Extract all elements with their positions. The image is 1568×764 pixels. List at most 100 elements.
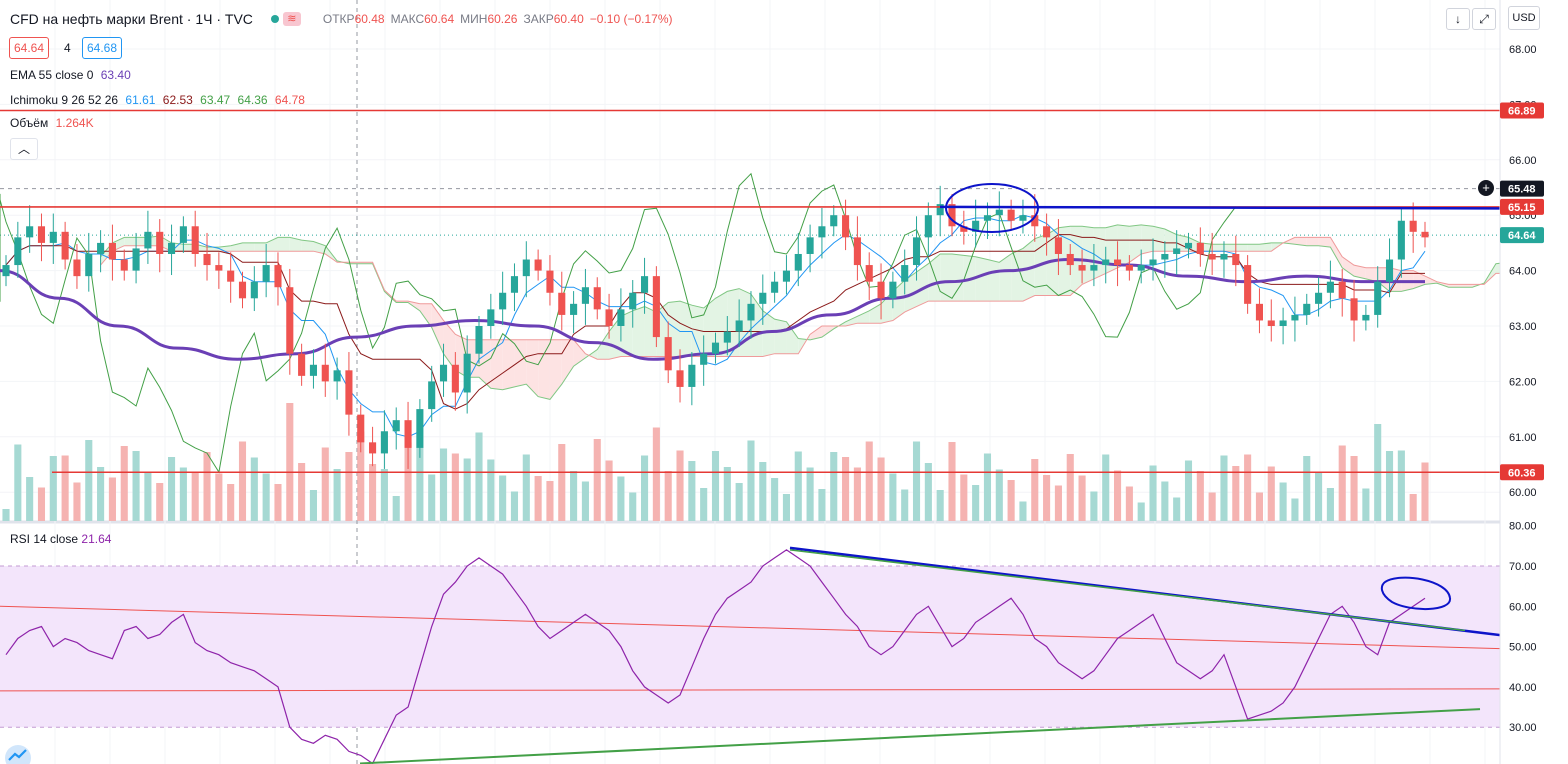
cloud-segment: [821, 326, 834, 338]
candle-body: [912, 237, 921, 266]
candle-body: [298, 353, 306, 376]
cloud-segment: [514, 339, 527, 387]
volume-bar: [1385, 451, 1394, 521]
volume-bar: [771, 478, 779, 521]
cloud-segment: [975, 256, 988, 302]
volume-bar: [392, 496, 400, 521]
candle-body: [1409, 220, 1417, 232]
cloud-segment: [1342, 256, 1355, 277]
collapse-legend-button[interactable]: ︿: [10, 138, 38, 160]
volume-bar: [1125, 486, 1133, 521]
volume-bar: [262, 473, 270, 521]
candle-body: [924, 215, 932, 238]
scroll-down-button[interactable]: ↓: [1446, 8, 1470, 30]
cloud-segment: [1472, 283, 1485, 288]
volume-bar: [132, 451, 140, 521]
bid-price[interactable]: 64.64: [9, 37, 50, 59]
candle-body: [191, 226, 199, 254]
volume-bar: [617, 476, 625, 521]
candle-body: [664, 337, 672, 371]
candle-body: [499, 292, 507, 310]
price-label-text: 66.89: [1508, 105, 1536, 117]
cloud-segment: [774, 319, 787, 354]
volume-bar: [26, 477, 34, 521]
volume-bar: [1184, 460, 1193, 521]
price-axis[interactable]: 68.0067.0066.0065.0064.0063.0062.0061.00…: [1499, 0, 1568, 764]
volume-bar: [534, 476, 542, 521]
currency-button[interactable]: USD: [1508, 6, 1540, 30]
volume-bar: [972, 485, 980, 521]
candle-body: [1043, 226, 1051, 238]
volume-bar: [1244, 454, 1252, 521]
candle-body: [1338, 281, 1346, 299]
volume-bar: [49, 456, 57, 521]
rsi-tick-label: 30.00: [1509, 722, 1537, 734]
candle-body: [416, 409, 424, 448]
fullscreen-button[interactable]: ⤢: [1472, 8, 1496, 30]
cloud-segment: [266, 237, 278, 252]
ichimoku-span-b-value: 64.78: [274, 93, 305, 107]
volume-bar: [1279, 482, 1287, 521]
cloud-segment: [999, 253, 1012, 302]
cloud-segment: [810, 326, 822, 340]
volume-bar: [439, 448, 448, 521]
candle-body: [1279, 320, 1287, 326]
volume-bar: [1421, 462, 1429, 521]
cloud-segment: [431, 303, 444, 354]
volume-legend[interactable]: Объём 1.264K: [10, 116, 98, 130]
tradingview-logo-icon[interactable]: [4, 744, 34, 764]
cloud-segment: [1460, 284, 1473, 288]
ema-legend[interactable]: EMA 55 close 0 63.40: [10, 68, 135, 82]
expand-icon: ⤢: [1479, 12, 1489, 26]
candle-body: [830, 215, 838, 227]
volume-bar: [179, 467, 187, 521]
volume-bar: [1066, 454, 1074, 521]
candle-body: [711, 342, 720, 354]
volume-bar: [522, 454, 530, 521]
rsi-green-trend-line: [789, 549, 1466, 632]
volume-bar: [735, 483, 743, 521]
volume-bar: [309, 490, 317, 521]
open-label: ОТКР: [322, 12, 355, 26]
cloud-segment: [1141, 224, 1154, 254]
cloud-segment: [762, 310, 775, 357]
cloud-segment: [904, 271, 917, 313]
price-tick-label: 66.00: [1509, 155, 1537, 167]
cloud-segment: [1306, 237, 1319, 246]
cloud-segment: [987, 259, 1000, 302]
add-alert-icon[interactable]: +: [1478, 180, 1494, 196]
candle-body: [227, 270, 235, 282]
cloud-segment: [254, 242, 267, 252]
candle-body: [250, 281, 258, 299]
senkou-span-b-line: [100, 236, 1520, 360]
volume-legend-name: Объём: [10, 116, 49, 130]
volume-bar: [286, 403, 294, 521]
candle-body: [581, 287, 589, 304]
candle-body: [451, 364, 459, 393]
ema-legend-name: EMA 55 close 0: [10, 68, 94, 82]
cloud-segment: [277, 237, 290, 252]
candle-body: [1350, 298, 1358, 321]
cloud-segment: [124, 237, 137, 246]
rsi-tick-label: 60.00: [1509, 601, 1537, 613]
ema-55-line: [0, 258, 1425, 361]
volume-bar: [995, 469, 1003, 521]
price-label-bg: [1500, 464, 1544, 481]
volume-bar: [61, 455, 69, 521]
candle-body: [936, 204, 944, 216]
price-tick-label: 62.00: [1509, 376, 1537, 388]
candle-body: [747, 303, 755, 321]
rsi-legend[interactable]: RSI 14 close 21.64: [10, 532, 111, 546]
candle-body: [14, 237, 22, 266]
volume-bar: [357, 431, 365, 521]
ichimoku-legend[interactable]: Ichimoku 9 26 52 26 61.61 62.53 63.47 64…: [10, 93, 309, 107]
candle-body: [238, 281, 247, 299]
ask-price[interactable]: 64.68: [82, 37, 123, 59]
cloud-segment: [561, 339, 574, 385]
candle-body: [1326, 281, 1334, 293]
change-value: −0.10 (−0.17%): [589, 12, 673, 26]
drawings[interactable]: [0, 109, 1561, 474]
candle-body: [439, 364, 448, 382]
symbol-title[interactable]: CFD на нефть марки Brent · 1Ч · TVC: [10, 11, 253, 27]
